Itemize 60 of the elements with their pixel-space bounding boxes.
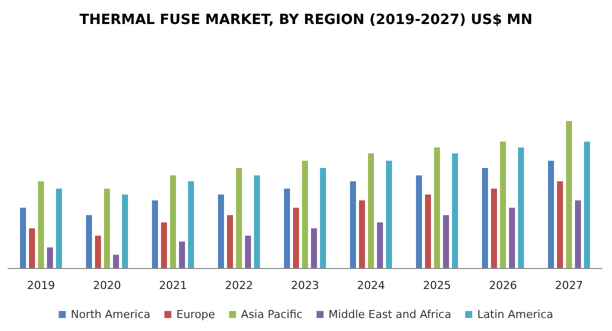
legend-label: Europe [176, 308, 216, 321]
bar [113, 254, 119, 268]
bar [557, 181, 563, 268]
bar [491, 188, 497, 268]
bar [443, 215, 449, 268]
bar [47, 247, 53, 268]
x-tick-label: 2021 [159, 279, 187, 292]
bar [170, 175, 176, 268]
legend-label: Latin America [477, 308, 554, 321]
bar [152, 200, 158, 268]
x-tick-label: 2025 [423, 279, 451, 292]
bar [227, 215, 233, 268]
bar [434, 147, 440, 268]
bar [29, 228, 35, 268]
bar [452, 153, 458, 268]
bar [218, 194, 224, 268]
bar [38, 181, 44, 268]
x-tick-label: 2023 [291, 279, 319, 292]
bar [284, 188, 290, 268]
bar [245, 236, 251, 268]
x-tick-label: 2019 [27, 279, 55, 292]
bar [350, 181, 356, 268]
x-tick-label: 2022 [225, 279, 253, 292]
bar [518, 147, 524, 268]
bar [566, 121, 572, 268]
bar [425, 194, 431, 268]
bar [500, 142, 506, 268]
bar [293, 208, 299, 268]
x-tick-label: 2024 [357, 279, 385, 292]
bar [188, 181, 194, 268]
bar [161, 222, 167, 268]
x-tick-label: 2027 [555, 279, 583, 292]
x-tick-label: 2026 [489, 279, 517, 292]
bar [104, 188, 110, 268]
bar [584, 142, 590, 268]
chart-title: THERMAL FUSE MARKET, BY REGION (2019-2027) US$ MN [80, 12, 532, 28]
bar [236, 168, 242, 268]
bar [254, 175, 260, 268]
bar [86, 215, 92, 268]
bar [179, 242, 185, 268]
x-tick-label: 2020 [93, 279, 121, 292]
bar [311, 228, 317, 268]
bar [575, 200, 581, 268]
bar [416, 175, 422, 268]
bar [320, 168, 326, 268]
bar [20, 208, 26, 268]
bar [56, 188, 62, 268]
legend-label: Asia Pacific [241, 308, 303, 321]
bar [386, 160, 392, 268]
bar [377, 222, 383, 268]
bar [509, 208, 515, 268]
bar [368, 153, 374, 268]
bar [95, 236, 101, 268]
bar [482, 168, 488, 268]
bar [548, 160, 554, 268]
bar [122, 194, 128, 268]
bar [302, 160, 308, 268]
legend-label: North America [70, 308, 150, 321]
legend-label: Middle East and Africa [328, 308, 452, 321]
bar [359, 200, 365, 268]
